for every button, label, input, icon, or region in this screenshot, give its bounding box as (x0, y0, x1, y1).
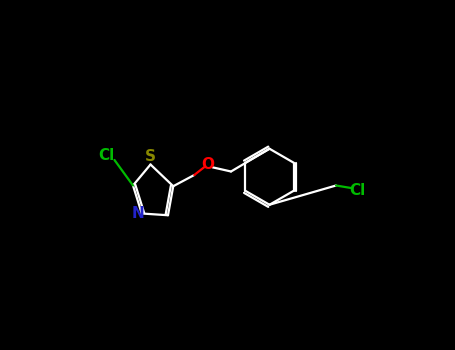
Text: O: O (202, 157, 215, 172)
Text: Cl: Cl (349, 183, 365, 198)
Text: N: N (132, 206, 145, 221)
Text: Cl: Cl (99, 148, 115, 163)
Text: S: S (145, 149, 156, 164)
